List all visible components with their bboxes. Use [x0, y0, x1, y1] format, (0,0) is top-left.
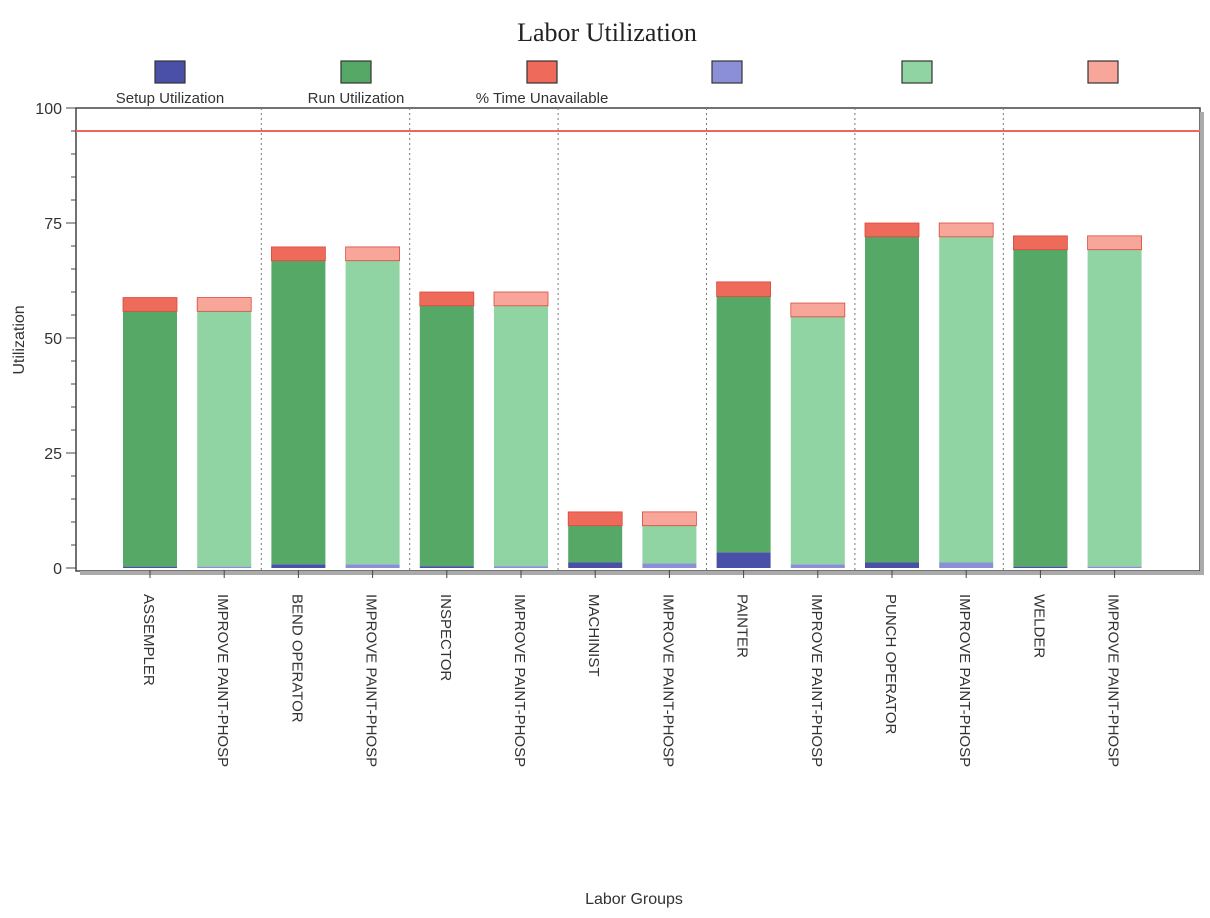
- chart-title: Labor Utilization: [517, 18, 697, 47]
- x-tick-label: IMPROVE PAINT-PHOSP: [214, 594, 231, 767]
- legend-swatch-1: [340, 60, 372, 84]
- x-tick-label: MACHINIST: [585, 594, 602, 677]
- x-tick-label: IMPROVE PAINT-PHOSP: [363, 594, 380, 767]
- bar-segment: [865, 236, 919, 563]
- bar-segment: [716, 281, 771, 298]
- bar-segment: [716, 552, 771, 568]
- legend-swatch-light-2: [1087, 60, 1119, 84]
- x-tick-label: WELDER: [1030, 594, 1047, 658]
- y-axis: 0 25 50 75 100: [35, 101, 76, 578]
- y-tick-label: 50: [44, 331, 62, 348]
- bar-segment: [642, 563, 697, 568]
- y-tick-label: 25: [44, 446, 62, 463]
- bar-segment: [642, 525, 697, 564]
- plot-frame-shadow: [80, 571, 1204, 575]
- bar-segment: [568, 562, 623, 568]
- y-tick-label: 75: [44, 216, 62, 233]
- bar-segment: [270, 246, 326, 262]
- legend-label-1: Run Utilization: [308, 90, 405, 107]
- bar-segment: [1013, 249, 1068, 567]
- bar-segment: [123, 566, 177, 568]
- x-tick-label: BEND OPERATOR: [288, 594, 305, 723]
- plot-frame-shadow-right: [1200, 112, 1204, 574]
- bar-segment: [494, 566, 548, 568]
- bar-segment: [1087, 566, 1142, 568]
- legend: Setup Utilization Run Utilization % Time U…: [116, 60, 1119, 107]
- bar-segment: [790, 564, 845, 568]
- bar-segment: [1087, 235, 1142, 251]
- x-tick-label: IMPROVE PAINT-PHOSP: [511, 594, 528, 767]
- y-tick-label: 0: [53, 561, 62, 578]
- bar-segment: [939, 562, 994, 568]
- bar-segment: [790, 316, 845, 565]
- x-tick-label: PAINTER: [734, 594, 751, 658]
- x-tick-label: IMPROVE PAINT-PHOSP: [659, 594, 676, 767]
- bar-segment: [197, 566, 252, 568]
- legend-swatch-2: [526, 60, 558, 84]
- y-tick-label: 100: [35, 101, 62, 118]
- x-axis-title: Labor Groups: [585, 891, 683, 908]
- bar-segment: [196, 297, 252, 312]
- bar-segment: [345, 260, 400, 565]
- x-tick-label: IMPROVE PAINT-PHOSP: [1105, 594, 1122, 767]
- legend-swatch-light-1: [901, 60, 933, 84]
- bar-segment: [642, 511, 697, 527]
- bar-segment: [345, 564, 400, 568]
- bar-segment: [345, 246, 401, 262]
- y-axis-title: Utilization: [11, 305, 28, 374]
- x-tick-label: INSPECTOR: [437, 594, 454, 681]
- legend-swatch-0: [154, 60, 186, 84]
- bar-segment: [271, 260, 326, 565]
- x-tick-label: IMPROVE PAINT-PHOSP: [956, 594, 973, 767]
- bar-segment: [939, 236, 994, 563]
- bar-segment: [568, 525, 623, 563]
- bar-segment: [493, 291, 549, 307]
- legend-swatch-light-0: [711, 60, 743, 84]
- bar-segment: [1013, 235, 1068, 251]
- category-separators: [260, 108, 1004, 570]
- bar-segment: [123, 311, 177, 567]
- x-axis-labels: ASSEMPLER IMPROVE PAINT-PHOSP BEND OPERATO…: [140, 570, 1122, 767]
- legend-label-0: Setup Utilization: [116, 90, 224, 107]
- bar-segment: [716, 296, 771, 553]
- bar-segment: [1013, 566, 1068, 568]
- bars: [122, 222, 1142, 568]
- x-tick-label: ASSEMPLER: [140, 594, 157, 686]
- bar-segment: [938, 222, 994, 238]
- bar-segment: [419, 291, 475, 307]
- bar-segment: [419, 566, 474, 568]
- bar-segment: [567, 511, 623, 527]
- bar-segment: [790, 302, 846, 318]
- x-tick-label: IMPROVE PAINT-PHOSP: [808, 594, 825, 767]
- bar-segment: [271, 564, 326, 568]
- legend-label-2: % Time Unavailable: [476, 90, 609, 107]
- bar-segment: [197, 311, 252, 567]
- bar-segment: [865, 562, 919, 568]
- bar-segment: [1087, 249, 1142, 567]
- x-tick-label: PUNCH OPERATOR: [882, 594, 899, 734]
- bar-segment: [864, 222, 920, 238]
- bar-segment: [494, 305, 548, 567]
- bar-segment: [419, 305, 474, 567]
- bar-segment: [122, 297, 178, 312]
